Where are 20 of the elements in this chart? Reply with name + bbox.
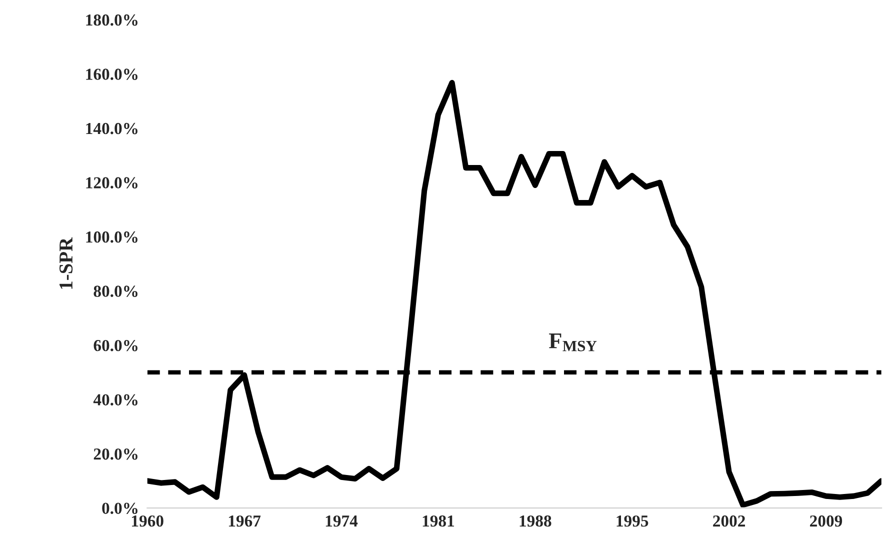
y-tick-label: 0.0%: [102, 502, 138, 514]
x-tick-label: 1988: [520, 515, 552, 527]
y-tick-label: 140.0%: [86, 122, 138, 134]
y-tick-label: 100.0%: [86, 231, 138, 243]
x-tick-label: 1981: [422, 515, 454, 527]
ref-line-label: F$_{MSY}$: [549, 334, 597, 352]
x-tick-label: 2009: [810, 515, 842, 527]
y-tick-label: 60.0%: [94, 340, 138, 352]
x-tick-label: 2002: [713, 515, 745, 527]
y-tick-label: 20.0%: [94, 448, 138, 460]
x-tick-label: 1967: [228, 515, 261, 527]
x-tick-label: 1974: [326, 515, 358, 527]
y-tick-label: 180.0%: [86, 14, 138, 26]
y-tick-label: 80.0%: [94, 286, 138, 298]
y-tick-label: 160.0%: [86, 68, 138, 80]
y-tick-label: 40.0%: [93, 394, 138, 406]
x-tick-label: 1960: [132, 515, 164, 527]
y-tick-label: 120.0%: [86, 177, 138, 189]
x-tick-label: 1995: [616, 515, 648, 527]
y-axis-title: 1-SPR: [59, 237, 73, 289]
